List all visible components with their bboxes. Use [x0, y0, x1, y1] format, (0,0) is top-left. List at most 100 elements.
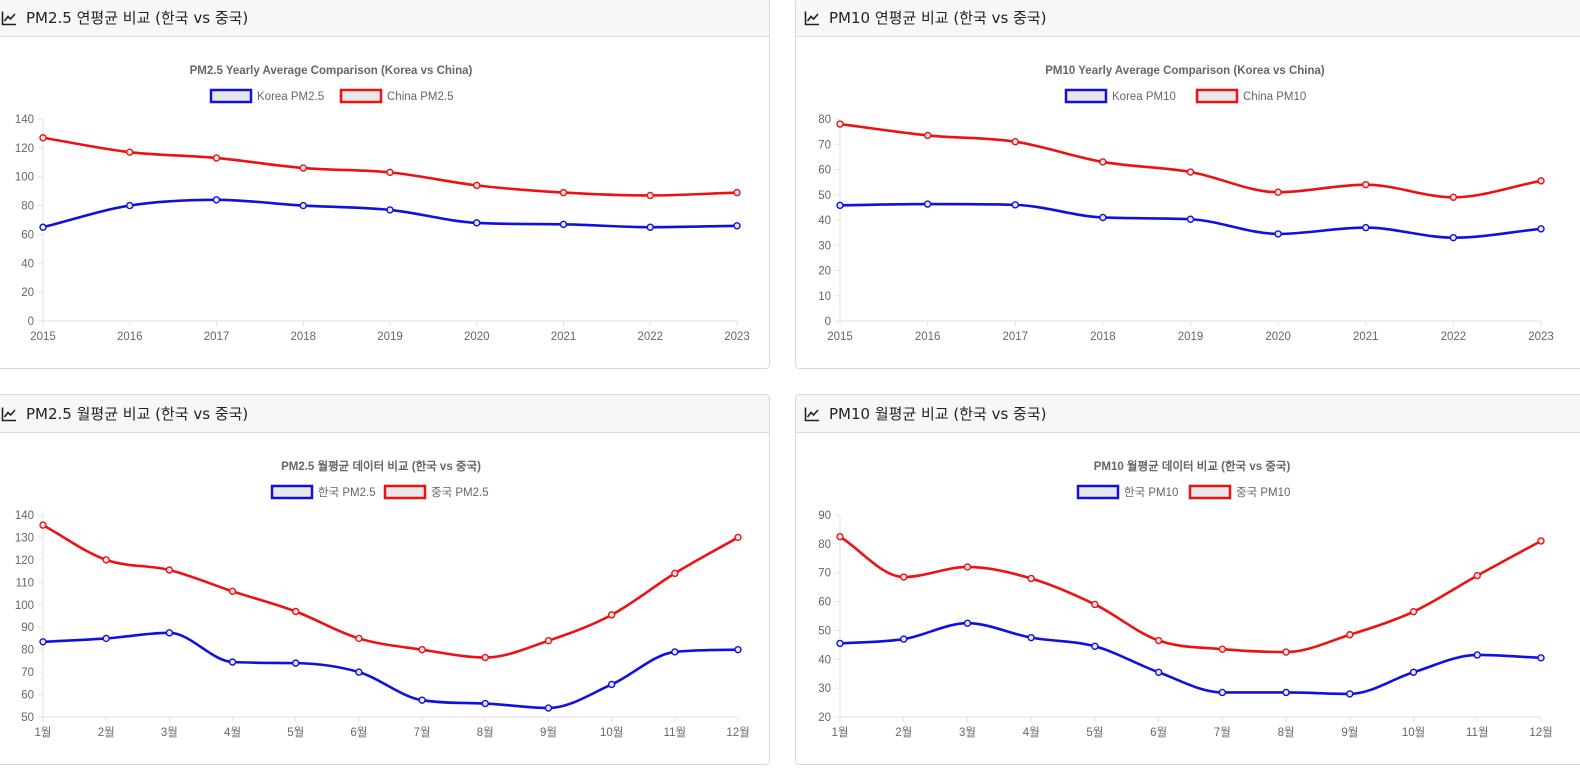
- data-point[interactable]: [923, 131, 932, 140]
- data-point[interactable]: [299, 164, 307, 172]
- data-point[interactable]: [1186, 168, 1195, 176]
- pm25-yearly-chart: PM2.5 Yearly Average Comparison (Korea v…: [15, 65, 750, 343]
- legend-item[interactable]: China PM10: [1195, 88, 1306, 104]
- data-point[interactable]: [212, 154, 221, 162]
- data-point[interactable]: [1362, 223, 1370, 232]
- data-point[interactable]: [671, 648, 679, 656]
- data-point[interactable]: [1091, 642, 1099, 651]
- data-point[interactable]: [228, 658, 237, 666]
- data-point[interactable]: [646, 223, 654, 231]
- data-point[interactable]: [1099, 213, 1107, 222]
- legend-item[interactable]: 중국 PM10: [1188, 484, 1290, 500]
- y-tick-label: 20: [21, 287, 34, 299]
- data-point[interactable]: [734, 533, 742, 542]
- data-point[interactable]: [473, 219, 481, 227]
- data-point[interactable]: [963, 563, 972, 571]
- data-point[interactable]: [1011, 138, 1019, 146]
- data-point[interactable]: [1473, 651, 1481, 659]
- x-tick-label: 11월: [664, 726, 687, 739]
- data-point[interactable]: [544, 636, 553, 645]
- data-point[interactable]: [386, 206, 394, 214]
- legend-item[interactable]: 한국 PM10: [1076, 484, 1178, 500]
- y-tick-label: 20: [818, 712, 831, 724]
- data-point[interactable]: [1449, 233, 1458, 242]
- data-point[interactable]: [212, 196, 221, 204]
- legend-item[interactable]: China PM2.5: [339, 88, 453, 104]
- x-tick-label: 2019: [377, 331, 403, 343]
- data-point[interactable]: [473, 181, 481, 190]
- data-point[interactable]: [963, 619, 972, 627]
- data-point[interactable]: [1282, 688, 1290, 697]
- data-point[interactable]: [39, 638, 47, 646]
- data-point[interactable]: [1537, 177, 1545, 185]
- y-tick-label: 0: [825, 316, 831, 328]
- data-point[interactable]: [1473, 571, 1481, 580]
- data-point[interactable]: [165, 629, 174, 637]
- legend-item[interactable]: 한국 PM2.5: [270, 484, 376, 500]
- data-point[interactable]: [836, 532, 844, 541]
- data-point[interactable]: [1154, 668, 1163, 676]
- data-point[interactable]: [1346, 690, 1354, 698]
- data-point[interactable]: [126, 148, 134, 156]
- data-point[interactable]: [102, 634, 110, 643]
- data-point[interactable]: [671, 569, 679, 578]
- legend-item[interactable]: 중국 PM2.5: [383, 484, 489, 500]
- data-point[interactable]: [1409, 668, 1418, 676]
- data-point[interactable]: [39, 134, 47, 142]
- legend-label: Korea PM2.5: [257, 91, 324, 103]
- data-point[interactable]: [1099, 158, 1107, 166]
- data-point[interactable]: [836, 201, 844, 210]
- data-point[interactable]: [1362, 180, 1370, 189]
- data-point[interactable]: [559, 220, 568, 229]
- data-point[interactable]: [559, 188, 568, 197]
- data-point[interactable]: [1274, 230, 1282, 238]
- data-point[interactable]: [418, 645, 426, 654]
- data-point[interactable]: [481, 653, 489, 662]
- data-point[interactable]: [1154, 636, 1163, 645]
- data-point[interactable]: [292, 659, 300, 667]
- data-point[interactable]: [1346, 631, 1354, 639]
- data-point[interactable]: [39, 521, 47, 529]
- data-point[interactable]: [900, 573, 908, 581]
- data-point[interactable]: [1537, 225, 1545, 233]
- data-point[interactable]: [1218, 688, 1227, 697]
- data-point[interactable]: [1011, 201, 1019, 209]
- data-point[interactable]: [292, 607, 300, 616]
- data-point[interactable]: [900, 635, 908, 643]
- data-point[interactable]: [1537, 537, 1545, 545]
- data-point[interactable]: [299, 201, 307, 210]
- data-point[interactable]: [481, 699, 489, 708]
- legend-item[interactable]: Korea PM10: [1064, 88, 1176, 104]
- data-point[interactable]: [1091, 600, 1099, 609]
- data-point[interactable]: [165, 566, 174, 574]
- data-point[interactable]: [1409, 607, 1418, 616]
- data-point[interactable]: [836, 639, 844, 648]
- data-point[interactable]: [102, 556, 110, 564]
- data-point[interactable]: [734, 645, 742, 654]
- data-point[interactable]: [646, 191, 654, 200]
- data-point[interactable]: [1027, 633, 1035, 642]
- data-point[interactable]: [544, 704, 553, 712]
- data-point[interactable]: [607, 611, 616, 619]
- data-point[interactable]: [355, 668, 363, 676]
- data-point[interactable]: [733, 222, 741, 230]
- data-point[interactable]: [1449, 193, 1458, 201]
- data-point[interactable]: [1186, 215, 1195, 223]
- legend-item[interactable]: Korea PM2.5: [209, 88, 324, 104]
- data-point[interactable]: [1282, 648, 1290, 656]
- data-point[interactable]: [1537, 654, 1545, 662]
- data-point[interactable]: [1274, 188, 1282, 196]
- data-point[interactable]: [418, 696, 426, 704]
- data-point[interactable]: [836, 120, 844, 128]
- x-tick-label: 6월: [350, 726, 367, 739]
- data-point[interactable]: [1027, 574, 1035, 583]
- data-point[interactable]: [733, 188, 741, 197]
- data-point[interactable]: [228, 587, 237, 596]
- data-point[interactable]: [607, 680, 616, 689]
- data-point[interactable]: [923, 200, 932, 208]
- data-point[interactable]: [386, 168, 394, 177]
- data-point[interactable]: [39, 223, 47, 231]
- data-point[interactable]: [126, 201, 134, 210]
- data-point[interactable]: [355, 634, 363, 643]
- data-point[interactable]: [1218, 645, 1227, 653]
